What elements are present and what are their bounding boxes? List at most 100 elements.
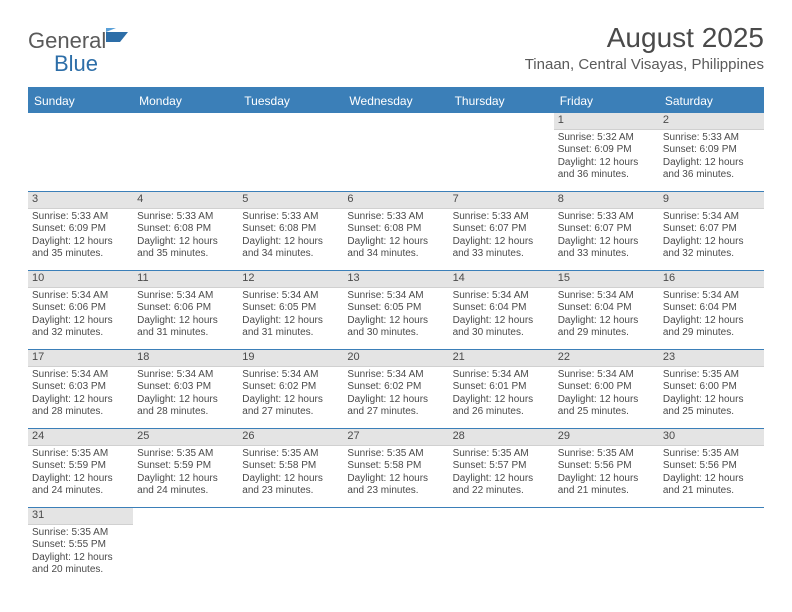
sunrise-text: Sunrise: 5:35 AM (663, 448, 760, 461)
sunrise-text: Sunrise: 5:33 AM (663, 132, 760, 145)
calendar-cell (238, 508, 343, 586)
day-number (28, 113, 133, 129)
sunrise-text: Sunrise: 5:34 AM (137, 369, 234, 382)
sunrise-text: Sunrise: 5:33 AM (32, 211, 129, 224)
sunrise-text: Sunrise: 5:35 AM (242, 448, 339, 461)
day-number: 28 (449, 429, 554, 446)
sunrise-text: Sunrise: 5:34 AM (137, 290, 234, 303)
daylight-text: Daylight: 12 hours and 32 minutes. (663, 236, 760, 261)
day-content: Sunrise: 5:35 AMSunset: 5:57 PMDaylight:… (449, 446, 554, 502)
sunrise-text: Sunrise: 5:33 AM (137, 211, 234, 224)
calendar-cell: 18Sunrise: 5:34 AMSunset: 6:03 PMDayligh… (133, 350, 238, 428)
day-number: 10 (28, 271, 133, 288)
calendar-cell: 3Sunrise: 5:33 AMSunset: 6:09 PMDaylight… (28, 192, 133, 270)
day-content: Sunrise: 5:35 AMSunset: 5:55 PMDaylight:… (28, 525, 133, 581)
daylight-text: Daylight: 12 hours and 32 minutes. (32, 315, 129, 340)
day-content: Sunrise: 5:34 AMSunset: 6:04 PMDaylight:… (449, 288, 554, 344)
daylight-text: Daylight: 12 hours and 24 minutes. (32, 473, 129, 498)
day-content: Sunrise: 5:34 AMSunset: 6:03 PMDaylight:… (28, 367, 133, 423)
sunset-text: Sunset: 6:04 PM (558, 302, 655, 315)
day-number: 25 (133, 429, 238, 446)
daylight-text: Daylight: 12 hours and 35 minutes. (137, 236, 234, 261)
day-content: Sunrise: 5:35 AMSunset: 5:58 PMDaylight:… (238, 446, 343, 502)
sunrise-text: Sunrise: 5:34 AM (347, 369, 444, 382)
day-header: Saturday (659, 90, 764, 113)
day-content: Sunrise: 5:33 AMSunset: 6:07 PMDaylight:… (554, 209, 659, 265)
calendar-cell: 8Sunrise: 5:33 AMSunset: 6:07 PMDaylight… (554, 192, 659, 270)
sunrise-text: Sunrise: 5:34 AM (558, 290, 655, 303)
sunrise-text: Sunrise: 5:35 AM (347, 448, 444, 461)
day-content: Sunrise: 5:33 AMSunset: 6:09 PMDaylight:… (28, 209, 133, 265)
day-header: Tuesday (238, 90, 343, 113)
calendar-cell: 28Sunrise: 5:35 AMSunset: 5:57 PMDayligh… (449, 429, 554, 507)
calendar-cell: 11Sunrise: 5:34 AMSunset: 6:06 PMDayligh… (133, 271, 238, 349)
day-header-row: SundayMondayTuesdayWednesdayThursdayFrid… (28, 90, 764, 113)
calendar-cell: 1Sunrise: 5:32 AMSunset: 6:09 PMDaylight… (554, 113, 659, 191)
daylight-text: Daylight: 12 hours and 35 minutes. (32, 236, 129, 261)
sunrise-text: Sunrise: 5:34 AM (242, 290, 339, 303)
day-content: Sunrise: 5:34 AMSunset: 6:01 PMDaylight:… (449, 367, 554, 423)
sunset-text: Sunset: 5:59 PM (137, 460, 234, 473)
day-number: 14 (449, 271, 554, 288)
daylight-text: Daylight: 12 hours and 20 minutes. (32, 552, 129, 577)
sunset-text: Sunset: 6:06 PM (137, 302, 234, 315)
day-content: Sunrise: 5:35 AMSunset: 5:58 PMDaylight:… (343, 446, 448, 502)
sunset-text: Sunset: 6:00 PM (663, 381, 760, 394)
day-content: Sunrise: 5:35 AMSunset: 5:59 PMDaylight:… (28, 446, 133, 502)
sunset-text: Sunset: 5:56 PM (663, 460, 760, 473)
calendar-cell: 15Sunrise: 5:34 AMSunset: 6:04 PMDayligh… (554, 271, 659, 349)
daylight-text: Daylight: 12 hours and 22 minutes. (453, 473, 550, 498)
day-header: Wednesday (343, 90, 448, 113)
calendar-cell: 16Sunrise: 5:34 AMSunset: 6:04 PMDayligh… (659, 271, 764, 349)
day-number: 18 (133, 350, 238, 367)
sunset-text: Sunset: 6:07 PM (558, 223, 655, 236)
calendar-cell: 13Sunrise: 5:34 AMSunset: 6:05 PMDayligh… (343, 271, 448, 349)
day-number: 8 (554, 192, 659, 209)
day-content: Sunrise: 5:34 AMSunset: 6:02 PMDaylight:… (238, 367, 343, 423)
calendar-cell: 12Sunrise: 5:34 AMSunset: 6:05 PMDayligh… (238, 271, 343, 349)
sunrise-text: Sunrise: 5:33 AM (453, 211, 550, 224)
sunrise-text: Sunrise: 5:34 AM (32, 290, 129, 303)
calendar-cell (238, 113, 343, 191)
day-number: 19 (238, 350, 343, 367)
calendar-cell (28, 113, 133, 191)
sunset-text: Sunset: 6:09 PM (663, 144, 760, 157)
sunrise-text: Sunrise: 5:35 AM (558, 448, 655, 461)
sunrise-text: Sunrise: 5:35 AM (32, 527, 129, 540)
daylight-text: Daylight: 12 hours and 36 minutes. (558, 157, 655, 182)
calendar-cell: 23Sunrise: 5:35 AMSunset: 6:00 PMDayligh… (659, 350, 764, 428)
day-header: Monday (133, 90, 238, 113)
daylight-text: Daylight: 12 hours and 28 minutes. (137, 394, 234, 419)
sunset-text: Sunset: 6:04 PM (453, 302, 550, 315)
calendar-cell: 31Sunrise: 5:35 AMSunset: 5:55 PMDayligh… (28, 508, 133, 586)
calendar-cell (343, 508, 448, 586)
day-number: 1 (554, 113, 659, 130)
day-number: 5 (238, 192, 343, 209)
calendar-cell: 22Sunrise: 5:34 AMSunset: 6:00 PMDayligh… (554, 350, 659, 428)
sunrise-text: Sunrise: 5:34 AM (347, 290, 444, 303)
daylight-text: Daylight: 12 hours and 27 minutes. (242, 394, 339, 419)
day-number: 29 (554, 429, 659, 446)
calendar-cell: 2Sunrise: 5:33 AMSunset: 6:09 PMDaylight… (659, 113, 764, 191)
day-number (343, 113, 448, 129)
day-number (133, 508, 238, 524)
sunset-text: Sunset: 6:08 PM (347, 223, 444, 236)
day-content: Sunrise: 5:34 AMSunset: 6:04 PMDaylight:… (554, 288, 659, 344)
sunset-text: Sunset: 6:07 PM (663, 223, 760, 236)
daylight-text: Daylight: 12 hours and 34 minutes. (347, 236, 444, 261)
sunset-text: Sunset: 5:58 PM (242, 460, 339, 473)
sunrise-text: Sunrise: 5:34 AM (453, 290, 550, 303)
calendar-cell (133, 113, 238, 191)
daylight-text: Daylight: 12 hours and 31 minutes. (137, 315, 234, 340)
daylight-text: Daylight: 12 hours and 25 minutes. (558, 394, 655, 419)
sunset-text: Sunset: 6:00 PM (558, 381, 655, 394)
day-content: Sunrise: 5:35 AMSunset: 5:56 PMDaylight:… (659, 446, 764, 502)
daylight-text: Daylight: 12 hours and 31 minutes. (242, 315, 339, 340)
day-number (659, 508, 764, 524)
calendar-cell: 10Sunrise: 5:34 AMSunset: 6:06 PMDayligh… (28, 271, 133, 349)
calendar-cell: 20Sunrise: 5:34 AMSunset: 6:02 PMDayligh… (343, 350, 448, 428)
day-content: Sunrise: 5:34 AMSunset: 6:07 PMDaylight:… (659, 209, 764, 265)
daylight-text: Daylight: 12 hours and 26 minutes. (453, 394, 550, 419)
week-row: 17Sunrise: 5:34 AMSunset: 6:03 PMDayligh… (28, 350, 764, 429)
day-number: 27 (343, 429, 448, 446)
